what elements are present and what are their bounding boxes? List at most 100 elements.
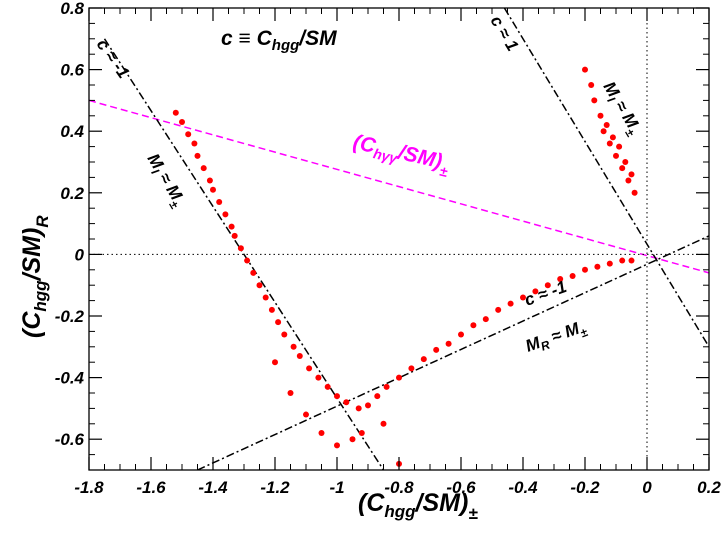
reference-line-3 — [197, 235, 709, 470]
data-point-0-66 — [613, 152, 619, 159]
data-point-0-35 — [445, 340, 452, 347]
data-point-0-24 — [324, 383, 331, 390]
data-point-0-56 — [272, 359, 278, 366]
data-point-0-26 — [343, 399, 350, 406]
annotation-c-minus-one-upper: c ≈ -1 — [93, 35, 133, 81]
y-tick-label-6: -0.4 — [55, 369, 85, 388]
data-point-0-7 — [210, 186, 216, 193]
tick-labels: -1.8 -1.6 -1.4 -1.2 -1 -0.8 -0.6 -0.4 -0.2 0 0.2 0.… — [55, 0, 722, 497]
data-point-0-3 — [191, 140, 198, 147]
data-point-0-54 — [303, 411, 309, 418]
data-point-0-69 — [631, 189, 638, 196]
annotation-c-plus-one: c ≈ 1 — [487, 12, 523, 54]
data-point-0-51 — [318, 430, 325, 437]
y-tick-label-7: -0.6 — [55, 430, 85, 449]
data-point-0-42 — [532, 288, 539, 295]
annotation-higgs-photon: (Chγγ/SM)± — [350, 130, 452, 179]
data-point-0-68 — [625, 177, 632, 184]
data-point-0-50 — [628, 257, 635, 264]
data-point-0-18 — [275, 319, 282, 326]
data-point-0-70 — [603, 122, 610, 129]
y-axis-title: (Chgg/SM)R — [18, 215, 52, 338]
data-point-0-53 — [349, 436, 356, 443]
x-tick-label-5: -0.8 — [384, 478, 414, 497]
data-point-0-72 — [622, 159, 629, 165]
data-point-0-40 — [507, 300, 514, 307]
data-point-0-71 — [616, 143, 623, 150]
y-tick-label-5: -0.2 — [55, 307, 85, 326]
y-tick-label-1: 0.6 — [60, 61, 84, 80]
x-axis-title: (Chgg/SM)± — [358, 489, 478, 523]
data-point-0-23 — [315, 374, 322, 381]
data-point-0-19 — [281, 331, 288, 338]
y-tick-label-0: 0.8 — [60, 0, 84, 18]
data-point-0-14 — [250, 269, 257, 276]
x-tick-label-10: 0.2 — [697, 478, 721, 497]
data-point-0-10 — [228, 223, 235, 230]
annotation-mr-lower: MR ≈ M± — [523, 316, 590, 359]
data-point-0-46 — [582, 266, 588, 273]
data-point-0-49 — [619, 257, 626, 264]
data-point-0-28 — [365, 402, 371, 409]
data-point-0-27 — [355, 405, 362, 412]
data-point-0-33 — [420, 356, 427, 363]
data-point-0-65 — [606, 140, 613, 147]
data-point-0-2 — [185, 131, 192, 138]
data-point-0-36 — [458, 331, 464, 338]
y-tick-label-2: 0.4 — [60, 122, 84, 141]
data-point-0-59 — [358, 430, 365, 437]
data-point-0-41 — [520, 294, 526, 301]
data-point-0-67 — [619, 165, 626, 172]
data-point-0-13 — [244, 257, 251, 264]
data-point-0-47 — [594, 263, 601, 270]
data-point-0-64 — [600, 128, 607, 135]
annotation-definition: c ≡ Chgg/SM — [221, 27, 337, 54]
reference-line-0 — [89, 99, 709, 274]
data-point-0-9 — [222, 211, 229, 218]
data-point-0-73 — [628, 171, 635, 178]
data-point-0-1 — [179, 118, 185, 125]
x-tick-label-3: -1.2 — [260, 478, 290, 497]
data-point-0-60 — [582, 66, 588, 73]
data-point-0-17 — [268, 306, 275, 313]
data-point-0-30 — [383, 383, 390, 390]
data-point-0-29 — [374, 393, 381, 400]
data-point-0-32 — [408, 365, 415, 372]
data-point-0-0 — [172, 109, 179, 116]
x-tick-label-1: -1.6 — [136, 478, 166, 497]
data-point-0-55 — [380, 420, 387, 427]
x-tick-label-9: 0 — [642, 478, 652, 497]
axis-ticks — [88, 7, 710, 471]
data-point-0-44 — [557, 276, 564, 283]
data-point-0-48 — [606, 260, 613, 267]
data-point-0-12 — [237, 245, 244, 252]
x-tick-label-2: -1.4 — [198, 478, 228, 497]
reference-line-1 — [503, 8, 709, 348]
data-point-0-62 — [591, 97, 598, 104]
data-point-0-11 — [231, 232, 238, 239]
x-tick-label-6: -0.6 — [446, 478, 476, 497]
data-point-0-61 — [588, 82, 595, 88]
data-point-0-74 — [609, 134, 616, 141]
data-point-0-5 — [200, 165, 207, 172]
annotation-mi-left: MI ≈ M± — [140, 150, 189, 211]
data-points — [172, 66, 638, 467]
data-point-0-39 — [495, 306, 502, 313]
x-tick-label-7: -0.4 — [508, 478, 538, 497]
data-point-0-8 — [216, 199, 223, 206]
annotation-c-minus-one-lower: c ≈ -1 — [522, 277, 569, 310]
data-point-0-43 — [544, 282, 551, 289]
data-point-0-21 — [296, 353, 303, 360]
x-tick-label-0: -1.8 — [74, 478, 104, 497]
data-point-0-4 — [194, 152, 201, 159]
data-point-0-15 — [256, 282, 263, 289]
y-tick-label-4: 0 — [75, 245, 85, 264]
y-tick-label-3: 0.2 — [60, 184, 84, 203]
data-point-0-16 — [262, 294, 269, 301]
data-point-0-31 — [396, 374, 402, 381]
data-point-0-63 — [597, 112, 604, 119]
x-tick-label-4: -1 — [329, 478, 344, 497]
data-point-0-45 — [569, 272, 576, 279]
data-point-0-37 — [470, 322, 477, 329]
